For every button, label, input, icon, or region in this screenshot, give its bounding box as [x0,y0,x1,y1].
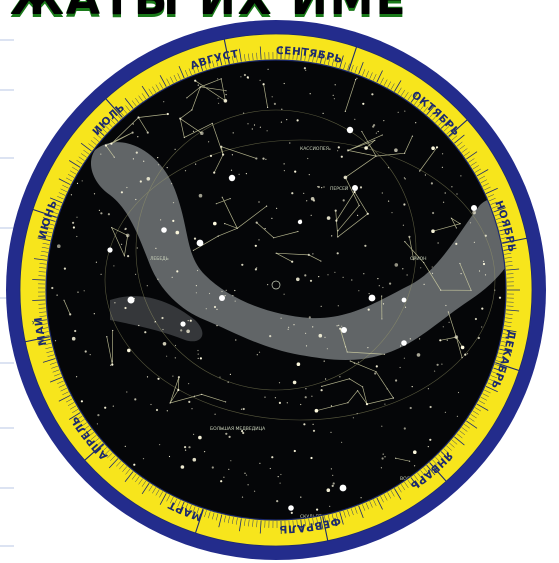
pole-marker [271,280,281,290]
header-strip: ЖАТЫ ИХ ИМЕ [0,0,559,18]
ecliptic-lines [104,109,496,421]
milky-way [91,142,506,360]
svg-text:ОРИОН: ОРИОН [410,256,427,262]
bright-stars [107,126,477,511]
scale-ticks [25,39,527,541]
header-text: ЖАТЫ ИХ ИМЕ [10,0,408,18]
stars [51,67,502,514]
svg-text:ЛЕБЕДЬ: ЛЕБЕДЬ [150,256,169,262]
svg-text:КАССИОПЕЯ: КАССИОПЕЯ [300,146,329,152]
svg-text:БОЛЬШАЯ МЕДВЕДИЦА: БОЛЬШАЯ МЕДВЕДИЦА [210,426,266,432]
svg-text:ПЕРСЕЙ: ПЕРСЕЙ [330,185,348,192]
